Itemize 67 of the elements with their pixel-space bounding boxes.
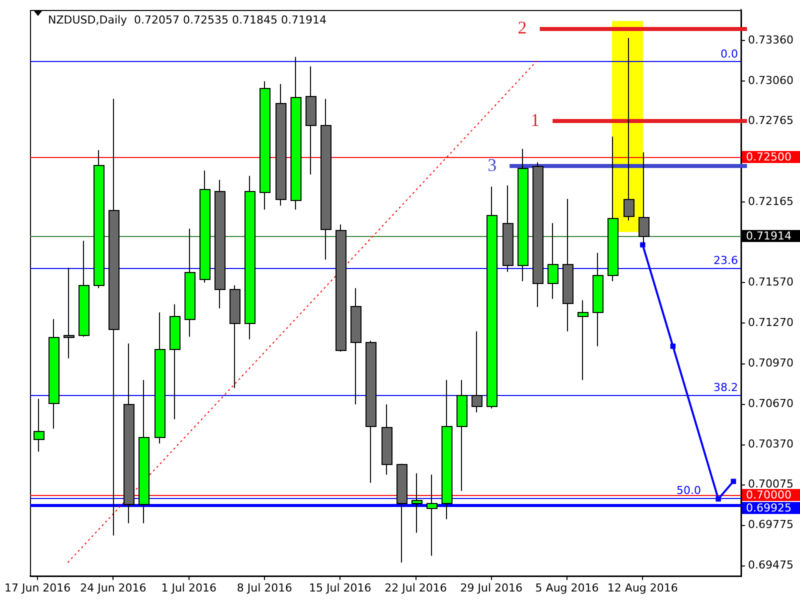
- x-tick-label: 8 Jul 2016: [236, 581, 292, 594]
- candlestick: [412, 472, 422, 534]
- x-tick-label: 29 Jul 2016: [460, 581, 523, 594]
- ref-line-label: 0.72500: [746, 150, 792, 164]
- y-tick-label: 0.71270: [748, 316, 794, 330]
- candlestick: [48, 318, 60, 430]
- point: [670, 344, 676, 349]
- point: [730, 478, 736, 484]
- candlestick: [244, 175, 256, 340]
- y-tick-label: 0.73060: [748, 74, 794, 88]
- candlestick: [320, 98, 332, 260]
- annotation: 0.0: [720, 47, 738, 60]
- y-tick-label: 0.73360: [748, 34, 794, 47]
- point: [716, 496, 721, 502]
- y-tick-label: 0.70970: [748, 356, 794, 370]
- candlestick: [382, 404, 392, 476]
- candlestick: [214, 179, 226, 309]
- y-tick-label: 0.69775: [748, 518, 794, 532]
- y-tick-label: 0.72765: [748, 114, 794, 127]
- candlestick: [638, 152, 650, 246]
- candlestick: [276, 83, 286, 206]
- x-tick-label: 12 Aug 2016: [607, 581, 678, 594]
- y-tick-label: 0.72165: [748, 195, 794, 208]
- candlestick: [154, 312, 166, 444]
- x-tick-label: 22 Jul 2016: [384, 581, 447, 594]
- candlestick: [578, 300, 588, 380]
- candlestick: [138, 379, 150, 524]
- annotation: 3: [488, 155, 497, 176]
- candlestick: [608, 136, 618, 282]
- candlestick: [184, 228, 196, 338]
- candlestick: [260, 80, 270, 210]
- x-tick-label: 15 Jul 2016: [308, 581, 372, 594]
- candlestick: [350, 288, 362, 405]
- ref-line-label: 0.70000: [746, 488, 792, 502]
- annotation: 38.2: [714, 381, 738, 394]
- annotation: 50.0: [676, 484, 701, 497]
- y-tick-label: 0.70075: [748, 478, 794, 491]
- annotation: 2: [518, 17, 527, 38]
- candlestick: [426, 474, 438, 556]
- x-tick-label: 1 Jul 2016: [161, 581, 216, 594]
- candlestick: [456, 379, 468, 492]
- candlestick: [592, 252, 604, 347]
- ref-line-label: 0.71914: [746, 229, 792, 242]
- candlestick: [170, 304, 180, 420]
- candlestick: [562, 198, 574, 332]
- ref-line-label: 0.69925: [746, 501, 792, 514]
- y-tick-label: 0.70370: [748, 438, 794, 451]
- y-tick-label: 0.69475: [748, 558, 794, 572]
- x-tick-label: 5 Aug 2016: [535, 581, 599, 594]
- x-tick-label: 24 Jun 2016: [80, 581, 146, 594]
- x-tick-label: 17 Jun 2016: [4, 581, 71, 594]
- candlestick: [306, 66, 316, 176]
- annotation: 1: [530, 110, 540, 130]
- candlestick: [290, 56, 302, 210]
- y-tick-label: 0.71570: [748, 276, 794, 289]
- candlestick: [518, 148, 528, 282]
- candlestick: [548, 222, 558, 300]
- candlestick: [108, 98, 120, 536]
- candlestick: [442, 379, 452, 520]
- chart-title: NZDUSD,Daily 0.72057 0.72535 0.71845 0.71914: [48, 13, 327, 26]
- candlestick: [64, 267, 74, 359]
- candlestick: [472, 330, 482, 413]
- y-tick-label: 0.70670: [748, 397, 794, 410]
- candlestick: [34, 398, 44, 452]
- candlestick: [502, 184, 514, 272]
- annotation: 23.6: [714, 254, 738, 268]
- candlestick: [124, 342, 134, 524]
